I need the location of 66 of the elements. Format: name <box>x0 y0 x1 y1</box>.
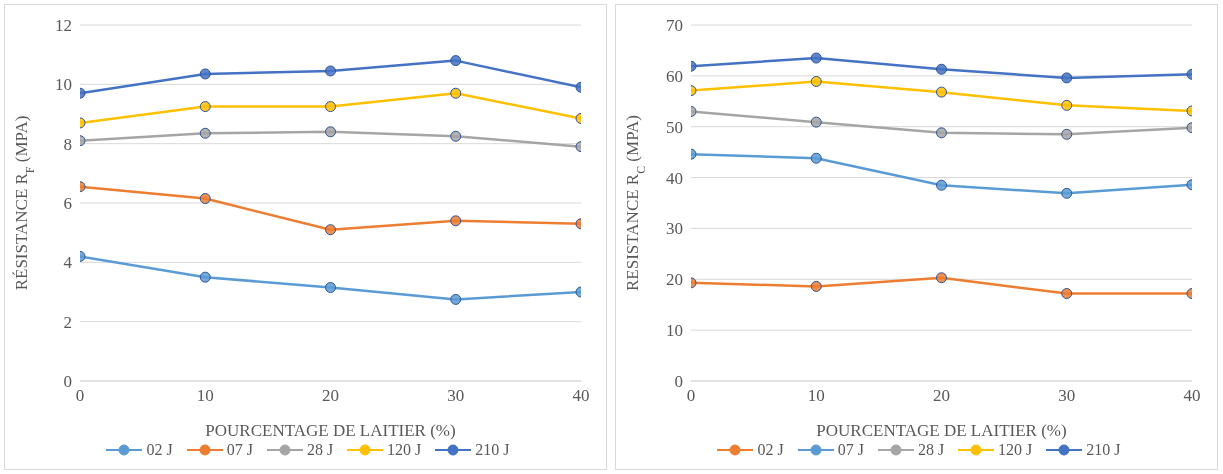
y-tick-label: 2 <box>63 312 72 332</box>
legend-label: 210 J <box>474 441 510 459</box>
y-tick-label: 0 <box>63 372 72 392</box>
point <box>936 272 947 284</box>
point <box>936 63 947 75</box>
point <box>199 101 211 113</box>
point <box>810 116 822 128</box>
x-tick-label: 0 <box>686 386 696 406</box>
x-axis-title: POURCENTAGE DE LAITIER (%) <box>816 421 1067 440</box>
point <box>936 127 947 139</box>
legend-label: 07 J <box>225 441 253 459</box>
y-tick-label: 60 <box>666 66 683 86</box>
point <box>325 101 336 113</box>
point <box>810 152 822 164</box>
point <box>199 68 211 80</box>
point <box>810 52 822 64</box>
y-tick-label: 0 <box>674 372 683 392</box>
y-tick-label: 30 <box>666 219 683 239</box>
legend-label: 02 J <box>145 441 173 459</box>
y-tick-label: 10 <box>666 321 683 341</box>
point <box>450 55 462 67</box>
point <box>325 282 336 294</box>
legend-label: 02 J <box>756 441 784 459</box>
x-tick-label: 40 <box>1183 386 1201 406</box>
point <box>1061 288 1073 300</box>
point <box>810 280 822 292</box>
point <box>936 86 947 98</box>
x-axis-title: POURCENTAGE DE LAITIER (%) <box>205 421 456 440</box>
x-tick-label: 20 <box>322 386 339 406</box>
y-tick-label: 8 <box>63 134 72 154</box>
point <box>1061 187 1073 199</box>
legend-label: 28 J <box>916 441 945 459</box>
legend-label: 210 J <box>1085 441 1121 459</box>
point <box>450 293 462 305</box>
legend-label: 120 J <box>386 441 422 459</box>
x-tick-label: 20 <box>933 386 950 406</box>
legend-label: 120 J <box>997 441 1033 459</box>
y-tick-label: 12 <box>55 16 72 36</box>
y-tick-label: 40 <box>666 168 683 188</box>
x-tick-label: 10 <box>196 386 214 406</box>
y-tick-label: 20 <box>666 270 683 290</box>
y-tick-label: 4 <box>63 253 73 273</box>
legend-label: 28 J <box>305 441 334 459</box>
x-tick-label: 40 <box>572 386 590 406</box>
y-tick-label: 70 <box>666 16 683 36</box>
point <box>1061 99 1073 111</box>
point <box>936 179 947 191</box>
point <box>325 224 336 236</box>
x-tick-label: 30 <box>1058 386 1076 406</box>
point <box>1061 72 1073 84</box>
point <box>199 193 211 205</box>
x-tick-label: 30 <box>447 386 465 406</box>
x-tick-label: 10 <box>807 386 825 406</box>
point <box>325 65 336 77</box>
y-tick-label: 6 <box>63 194 72 214</box>
point <box>450 215 462 227</box>
point <box>325 126 336 138</box>
point <box>810 75 822 87</box>
point <box>450 87 462 99</box>
y-tick-label: 50 <box>666 117 683 137</box>
y-tick-label: 10 <box>55 75 72 95</box>
point <box>199 271 211 283</box>
point <box>450 130 462 142</box>
legend-label: 07 J <box>836 441 864 459</box>
point <box>1061 128 1073 140</box>
point <box>199 127 211 139</box>
